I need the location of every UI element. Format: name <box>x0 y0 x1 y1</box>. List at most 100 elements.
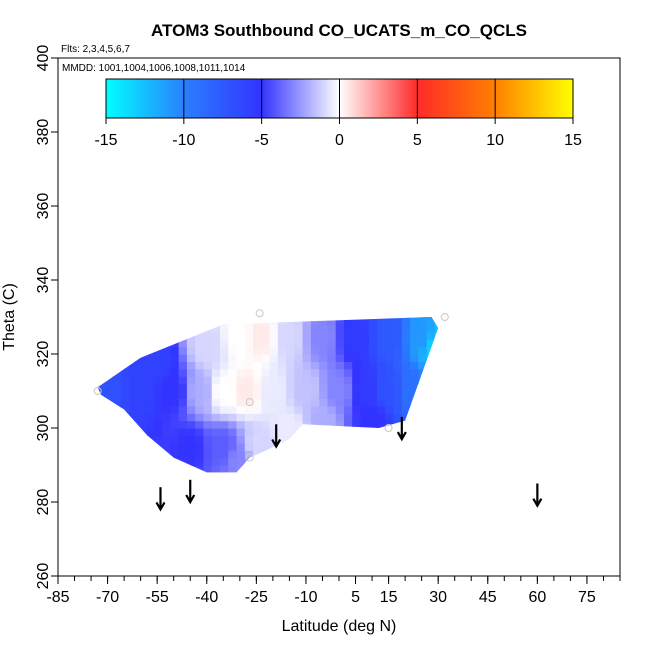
heatmap-cell <box>377 472 386 480</box>
heatmap-cell <box>236 368 246 377</box>
heatmap-cell <box>294 361 304 370</box>
heatmap-cell <box>426 317 436 325</box>
y-axis: 260 280 300 320 340 360 380 400 <box>35 45 58 589</box>
heatmap-cell <box>203 383 213 392</box>
heatmap-cell <box>360 376 370 385</box>
heatmap-cell <box>178 391 188 399</box>
heatmap-cell <box>269 391 279 399</box>
heatmap-cell <box>401 420 411 429</box>
x-tick-label: -25 <box>245 589 268 606</box>
heatmap-cell <box>294 428 304 436</box>
heatmap-cell <box>145 442 155 451</box>
heatmap-cell <box>360 450 370 459</box>
heatmap-cell <box>162 398 171 407</box>
heatmap-cell <box>112 457 122 466</box>
heatmap-cell <box>335 346 345 355</box>
heatmap-cell <box>219 391 229 399</box>
heatmap-cell <box>336 472 345 480</box>
heatmap-cell <box>302 405 312 414</box>
heatmap-cell <box>261 465 271 473</box>
heatmap-cell <box>253 413 262 422</box>
heatmap-cell <box>360 413 370 422</box>
heatmap-cell <box>219 317 229 318</box>
heatmap-cell <box>244 383 254 392</box>
heatmap-cell <box>145 413 155 422</box>
heatmap-cell <box>410 405 419 414</box>
heatmap-cell <box>97 361 105 370</box>
heatmap-cell <box>277 398 287 407</box>
heatmap-cell <box>368 317 378 325</box>
heatmap-cell <box>377 354 386 362</box>
heatmap-cell <box>120 331 130 340</box>
y-tick-label: 360 <box>35 193 52 220</box>
heatmap-cell <box>219 398 229 407</box>
heatmap-cell <box>244 398 254 407</box>
heatmap-cell <box>178 413 188 422</box>
heatmap-cell <box>319 324 329 333</box>
heatmap-cell <box>352 354 362 362</box>
heatmap-cell <box>377 398 386 407</box>
heatmap-cell <box>410 331 419 340</box>
heatmap-cell <box>120 428 130 436</box>
heatmap-cell <box>410 346 419 355</box>
heatmap-cell <box>228 405 238 414</box>
heatmap-cell <box>253 317 262 325</box>
heatmap-cell <box>170 450 180 459</box>
heatmap-cell <box>393 346 403 355</box>
heatmap-cell <box>269 354 279 362</box>
x-tick-label: -70 <box>96 589 119 606</box>
heatmap-cell <box>137 428 147 436</box>
heatmap-cell <box>104 472 113 480</box>
heatmap-cell <box>410 376 419 385</box>
heatmap-cell <box>360 472 369 480</box>
heatmap-cell <box>443 458 452 466</box>
heatmap-cell <box>343 391 353 399</box>
heatmap-cell <box>443 339 452 347</box>
heatmap-cell <box>269 413 279 422</box>
heatmap-cell <box>112 317 122 325</box>
heatmap-cell <box>129 420 138 429</box>
heatmap-cell <box>335 383 345 392</box>
heatmap-cell <box>178 383 188 392</box>
heatmap-cell <box>269 346 279 355</box>
heatmap-cell <box>426 376 436 385</box>
colorbar-tick-label: 10 <box>486 132 504 149</box>
heatmap-cell <box>120 324 130 333</box>
heatmap-cell <box>121 472 130 480</box>
heatmap-cell <box>443 413 452 421</box>
heatmap-cell <box>211 450 221 459</box>
heatmap-cell <box>368 383 378 392</box>
heatmap-cell <box>253 346 262 355</box>
heatmap-cell <box>97 420 105 429</box>
heatmap-cell <box>97 324 105 333</box>
heatmap-cell <box>178 398 188 407</box>
heatmap-cell <box>162 391 171 399</box>
heatmap-cell <box>377 413 386 422</box>
heatmap-cell <box>294 442 304 451</box>
heatmap-cell <box>261 354 271 362</box>
heatmap-cell <box>310 339 320 348</box>
heatmap-cell <box>434 346 439 355</box>
heatmap-cell <box>170 442 180 451</box>
heatmap-cell <box>368 435 378 444</box>
heatmap-cell <box>88 450 97 458</box>
heatmap-cell <box>137 317 147 318</box>
heatmap-cell <box>178 354 188 362</box>
heatmap-cell <box>228 442 238 451</box>
heatmap-cell <box>88 354 97 362</box>
heatmap-cell <box>170 339 180 348</box>
heatmap-cell <box>269 457 279 466</box>
heatmap-cell <box>277 450 287 459</box>
heatmap-cell <box>277 317 287 325</box>
heatmap-cell <box>178 465 188 473</box>
heatmap-cell <box>153 331 163 340</box>
heatmap-cell <box>286 472 295 480</box>
heatmap-cell <box>120 317 130 325</box>
heatmap-cell <box>286 368 295 377</box>
heatmap-cell <box>97 450 105 459</box>
heatmap-cell <box>129 324 138 333</box>
heatmap-cell <box>294 317 304 318</box>
heatmap-cell <box>236 383 246 392</box>
heatmap-cell <box>310 457 320 466</box>
heatmap-cell <box>393 457 403 466</box>
